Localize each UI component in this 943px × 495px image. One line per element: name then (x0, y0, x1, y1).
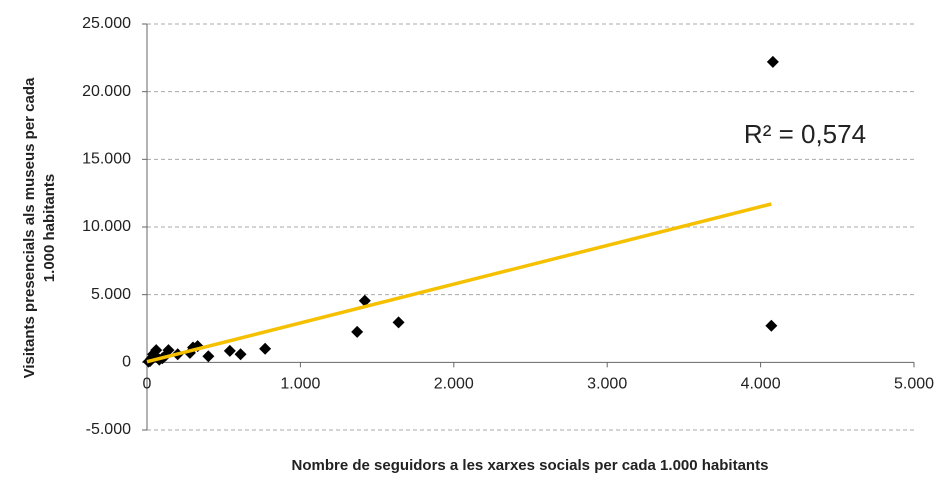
y-tick-label: 25.000 (82, 15, 131, 32)
point (392, 316, 405, 329)
y-tick-label: 15.000 (82, 151, 131, 168)
x-tick-label: 0 (143, 376, 152, 393)
point (234, 348, 247, 361)
point (202, 350, 215, 363)
y-tick-label: 5.000 (91, 286, 131, 303)
r-squared: R² = 0,574 (744, 119, 866, 149)
point (766, 55, 779, 68)
point (223, 344, 236, 357)
x-tick-label: 1.000 (280, 376, 320, 393)
trendline (146, 202, 772, 364)
y-tick-label: 0 (122, 354, 131, 371)
y-axis-title: Visitants presencials als museus per cad… (21, 77, 38, 378)
x-tick-label: 5.000 (894, 376, 934, 393)
point (765, 319, 778, 332)
x-axis-title: Nombre de seguidors a les xarxes socials… (292, 457, 769, 474)
y-tick-label: 20.000 (82, 83, 131, 100)
y-tick-label: 10.000 (82, 218, 131, 235)
point (358, 294, 371, 307)
point (259, 342, 272, 355)
x-tick-label: 3.000 (587, 376, 627, 393)
y-axis-title: 1.000 habitants (41, 174, 58, 282)
x-tick-label: 4.000 (741, 376, 781, 393)
point (351, 325, 364, 338)
x-tick-label: 2.000 (434, 376, 474, 393)
y-tick-label: -5.000 (86, 421, 131, 438)
